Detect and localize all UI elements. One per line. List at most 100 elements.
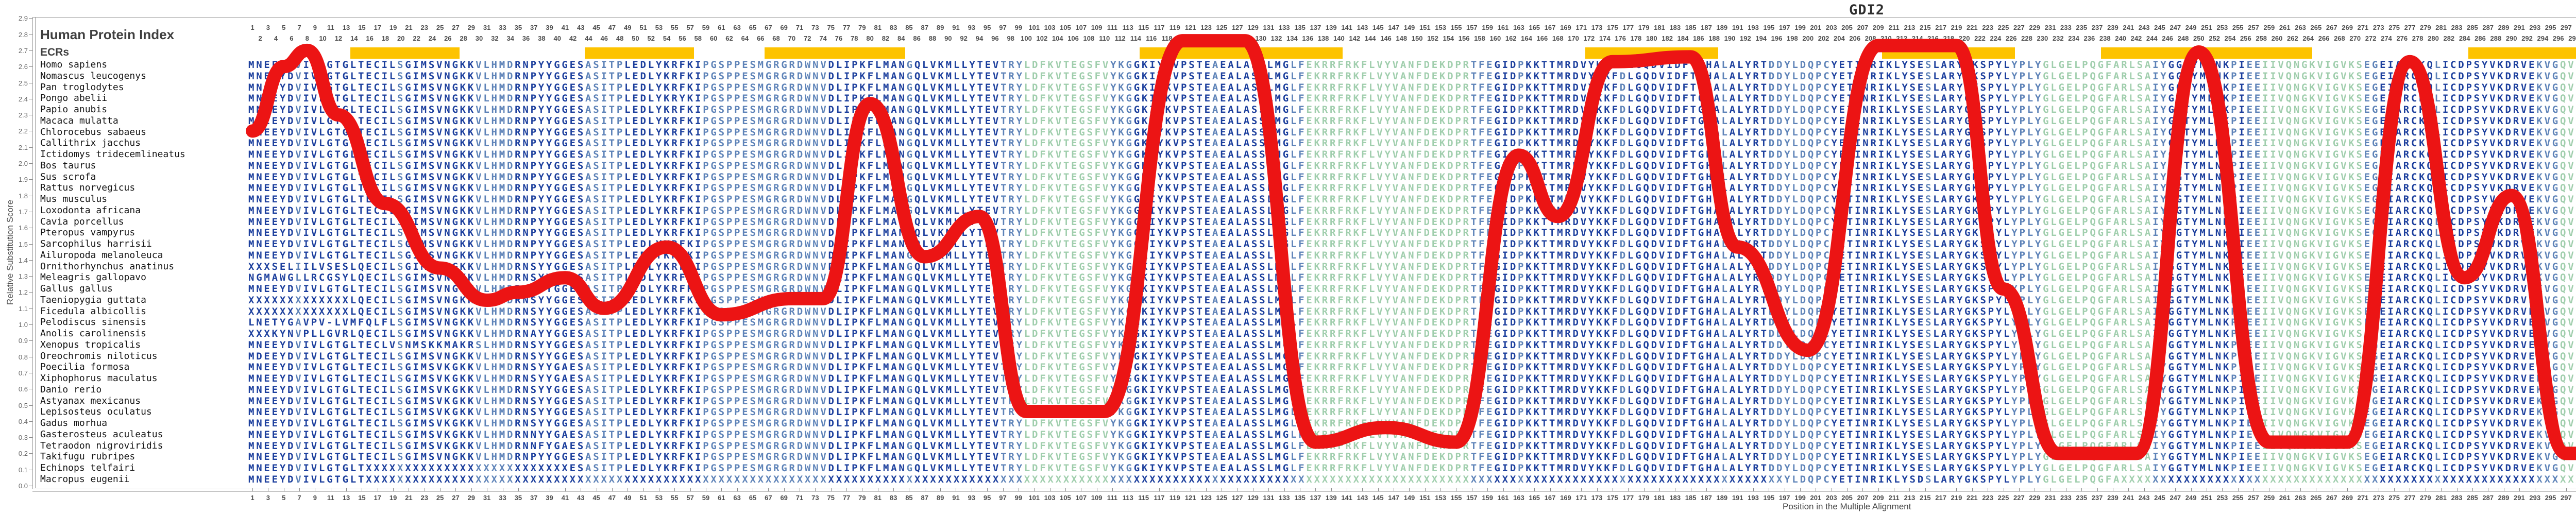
residue-run: LGQDVIDFTGHA [1628, 59, 1722, 71]
residue-run: G [906, 249, 914, 261]
x-tick-mark [1065, 488, 1066, 491]
position-number-top: 76 [835, 35, 843, 42]
residue-run: ICDPSYVKDRVE [2442, 395, 2537, 407]
residue-run: KVG [2536, 462, 2560, 474]
residue-run: L [1721, 328, 1730, 339]
position-number-top: 200 [1802, 35, 1814, 42]
residue-run: A [1212, 451, 1221, 463]
residue-run: EG [2364, 362, 2380, 373]
position-number-top: 149 [1403, 24, 1415, 31]
residue-run: P [2231, 81, 2239, 93]
residue-run: LDFKVTEGSFV [1024, 126, 1111, 138]
residue-run: GID [1494, 238, 1518, 250]
residue-run: KKTTMRDVYKKF [1526, 204, 1620, 216]
residue-run: EKRRFRKFLVYVANFDEKDPR [1306, 283, 1471, 295]
residue-run: LF [1290, 451, 1307, 463]
position-number-top: 184 [1677, 35, 1689, 42]
residue-run: QLVKMLLYTEV [914, 238, 1001, 250]
residue-run: KKTTMRDVYKKF [1526, 70, 1620, 82]
residue-run: TFE [1470, 115, 1495, 127]
residue-run: KVG [2536, 249, 2560, 261]
residue-run: V [295, 194, 303, 205]
residue-run: LARYGKSPYL [1933, 194, 2012, 205]
x-tick-mark [1206, 488, 1207, 491]
msa-row: MNEEYDVIVLGTGLTECILSGIMSVKGKKVLHMDRNSYYG… [248, 373, 2576, 384]
residue-run: P [2231, 373, 2239, 384]
species-name: Rattus norvegicus [40, 182, 135, 194]
residue-run: DDYLDQPC [1768, 362, 1832, 373]
residue-run: KKTTMRDVYKKF [1526, 194, 1620, 205]
residue-run: MNEEYD [248, 160, 296, 171]
position-number-bottom: 257 [2248, 494, 2259, 502]
y-tick-mark [29, 147, 32, 148]
residue-run: A [1212, 160, 1221, 171]
residue-run: GKIYKVPSTE [1133, 373, 1212, 384]
residue-run: GID [1494, 384, 1518, 396]
position-number-top: 116 [1146, 35, 1157, 42]
residue-run: EALASSLMG [1220, 115, 1291, 127]
residue-run: EKRRFRKFLVYVANFDEKDPR [1306, 204, 1471, 216]
residue-run: EALASSLMG [1220, 462, 1291, 474]
residue-run: GKIYKVPSTE [1133, 194, 1212, 205]
residue-run: DLIPKFLMAN [828, 440, 907, 452]
residue-run: YKG [1110, 149, 1134, 160]
residue-run: MNEEYD [248, 81, 296, 93]
residue-run: MNEEYD [248, 339, 296, 351]
position-number-bottom: 247 [2170, 494, 2181, 502]
residue-run: S [1925, 428, 1934, 440]
msa-row: MNEEYDVIVLGTGLTECILSGIMSVNGKKVLHMDRNPYYG… [248, 149, 2576, 160]
residue-run: TRY [1001, 428, 1024, 440]
residue-run: DLIPKFLMAN [828, 115, 907, 127]
residue-run: YETINRIKLYSD [1831, 473, 1925, 485]
residue-run: EG [2364, 406, 2380, 418]
residue-run: ICDPSYVKDRVE [2442, 283, 2537, 295]
residue-run: RNPYYGGES [515, 59, 586, 71]
residue-run: P [1518, 272, 1526, 284]
residue-run: EALASSLMG [1220, 59, 1291, 71]
x-tick-mark [1284, 488, 1285, 491]
residue-run: LARYGKSPYL [1933, 373, 2012, 384]
position-number-top: 175 [1607, 24, 1618, 31]
position-number-top: 84 [897, 35, 905, 42]
residue-run: EIARCKQ [2380, 104, 2435, 115]
position-number-bottom: 175 [1607, 494, 1618, 502]
residue-run: LEDLYKRFKI [624, 373, 703, 384]
position-number-top: 270 [2349, 35, 2361, 42]
residue-run: QVIRVICILSHP [2560, 182, 2576, 194]
x-tick-mark [1643, 488, 1645, 491]
y-tick-label: 2.8 [18, 30, 28, 39]
residue-run: S [397, 384, 405, 396]
x-tick-mark [784, 488, 785, 491]
residue-run: EIARCKQ [2380, 249, 2435, 261]
position-number-bottom: 161 [1497, 494, 1509, 502]
position-number-top: 88 [928, 35, 937, 42]
residue-run: IY [2153, 249, 2168, 261]
residue-run: A [1212, 104, 1221, 115]
position-number-top: 251 [2201, 24, 2212, 31]
y-tick-mark [29, 163, 32, 164]
position-number-top: 64 [741, 35, 749, 42]
residue-run: I [2239, 373, 2247, 384]
residue-run: L [1721, 373, 1730, 384]
residue-run: EE [2246, 115, 2263, 127]
species-name: Oreochromis niloticus [40, 350, 158, 362]
residue-run: EE [2246, 350, 2263, 362]
position-number-top: 39 [546, 24, 553, 31]
residue-run: IVLGTGLTECIL [303, 171, 397, 183]
residue-run: L [1721, 216, 1730, 228]
position-number-top: 195 [1763, 24, 1775, 31]
position-number-top: 216 [1927, 35, 1939, 42]
residue-run: LGQDVIDFTGHA [1628, 138, 1722, 149]
residue-run: VLHMD [476, 59, 515, 71]
residue-run: D [1619, 373, 1628, 384]
x-tick-mark [612, 488, 613, 491]
y-tick-label: 1.2 [18, 288, 28, 297]
position-number-top: 72 [803, 35, 811, 42]
position-number-bottom: 187 [1701, 494, 1712, 502]
residue-run: G [906, 126, 914, 138]
residue-run: EG [2364, 249, 2380, 261]
residue-run: EE [2246, 462, 2263, 474]
position-number-bottom: 235 [2076, 494, 2088, 502]
residue-run: YPLY [2011, 138, 2043, 149]
residue-run: DDYLDQPC [1768, 81, 1832, 93]
